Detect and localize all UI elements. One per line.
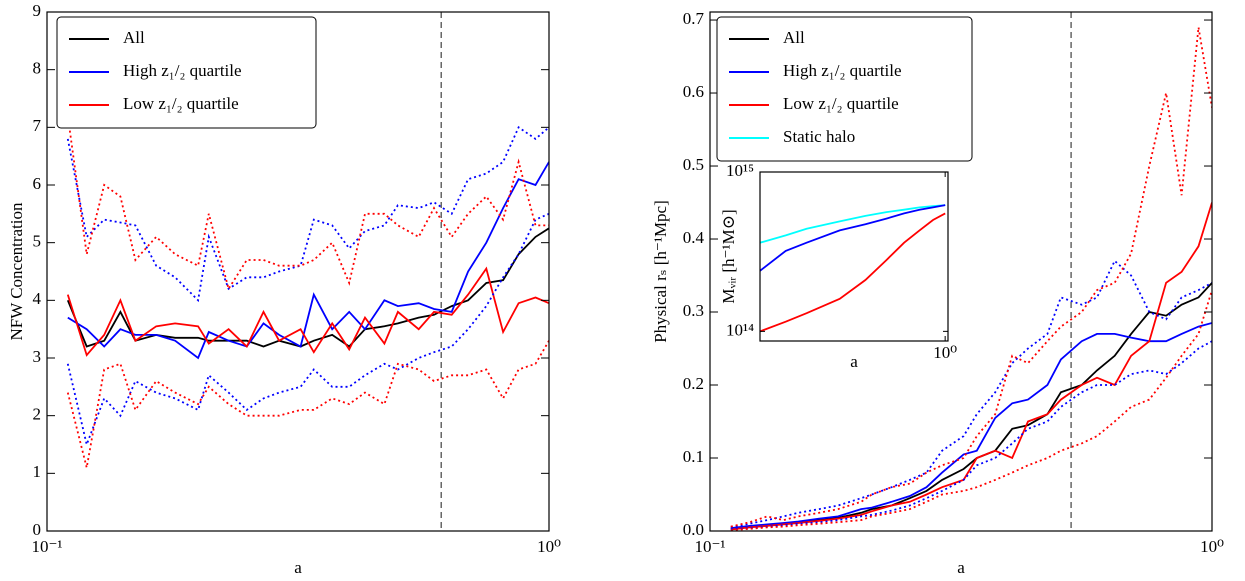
y-tick-label: 0.4 <box>683 228 705 247</box>
x-tick-label: 10⁰ <box>537 537 561 556</box>
legend: All High z₁/₂ quartile Low z₁/₂ quartile <box>56 16 317 129</box>
series-line <box>730 289 1212 531</box>
x-axis-label: a <box>294 558 302 577</box>
legend-box <box>56 16 317 129</box>
y-tick-label: 0.6 <box>683 82 704 101</box>
y-tick-label: 0.3 <box>683 301 704 320</box>
series-group <box>760 204 946 333</box>
y-tick-label: 9 <box>33 1 42 20</box>
y-tick-label: 0 <box>33 520 42 539</box>
y-axis-label: NFW Concentration <box>7 202 26 341</box>
series-line <box>66 340 549 468</box>
y-tick-label: 0.1 <box>683 447 704 466</box>
y-tick-label: 4 <box>33 289 42 308</box>
legend-label: Low z₁/₂ quartile <box>123 94 239 113</box>
x-axis-label: a <box>957 558 965 577</box>
legend-label: All <box>123 28 145 47</box>
x-tick-label: 10⁰ <box>1200 537 1224 556</box>
series-line <box>66 266 549 357</box>
legend: All High z₁/₂ quartile Low z₁/₂ quartile St… <box>716 16 973 162</box>
legend-label: High z₁/₂ quartile <box>123 61 242 80</box>
panel: 10⁰ 10¹⁴ 10¹⁵ a Mᵥᵢᵣ [h⁻¹M⊙] <box>719 161 957 371</box>
series-line <box>66 125 549 303</box>
y-axis-label: Physical rₛ [h⁻¹Mpc] <box>651 200 670 343</box>
y-tick-label: 2 <box>33 405 42 424</box>
y-tick-label: 8 <box>33 59 42 78</box>
y-tick-label: 0.5 <box>683 155 704 174</box>
series-line <box>730 322 1212 529</box>
y-tick-label: 10¹⁴ <box>726 320 754 339</box>
y-tick-label: 6 <box>33 174 42 193</box>
axes-frame <box>709 11 1213 532</box>
axes-frame <box>759 171 949 342</box>
y-tick-label: 7 <box>33 116 42 135</box>
legend-box <box>716 16 973 162</box>
series-group <box>66 12 549 531</box>
series-line <box>760 204 946 244</box>
y-tick-label: 3 <box>33 347 42 366</box>
legend-label: High z₁/₂ quartile <box>783 61 902 80</box>
x-axis-label: a <box>850 352 858 371</box>
x-tick-label: 10⁻¹ <box>694 537 725 556</box>
y-tick-label: 0.7 <box>683 9 705 28</box>
plot-area <box>760 172 948 341</box>
series-line <box>730 340 1212 531</box>
series-line <box>730 202 1212 531</box>
y-axis-label: Mᵥᵢᵣ [h⁻¹M⊙] <box>719 209 738 303</box>
series-line <box>760 204 946 272</box>
x-tick-label: 10⁻¹ <box>31 537 62 556</box>
x-tick-label: 10⁰ <box>933 343 957 362</box>
y-tick-label: 1 <box>33 462 42 481</box>
series-line <box>760 212 946 333</box>
legend-label: All <box>783 28 805 47</box>
legend-label: Low z₁/₂ quartile <box>783 94 899 113</box>
y-tick-label: 10¹⁵ <box>726 161 754 180</box>
y-tick-label: 0.0 <box>683 520 704 539</box>
panel: 10⁻¹ 10⁰ 0 1 2 3 4 5 6 7 8 9 a NFW Concentration All Hi… <box>7 1 561 577</box>
legend-label: Static halo <box>783 127 855 146</box>
series-line <box>66 227 549 348</box>
y-tick-label: 5 <box>33 232 42 251</box>
series-group <box>730 12 1212 531</box>
series-line <box>66 212 549 448</box>
series-line <box>66 115 549 292</box>
y-tick-label: 0.2 <box>683 374 704 393</box>
series-line <box>67 161 549 360</box>
axes-frame <box>46 11 550 532</box>
